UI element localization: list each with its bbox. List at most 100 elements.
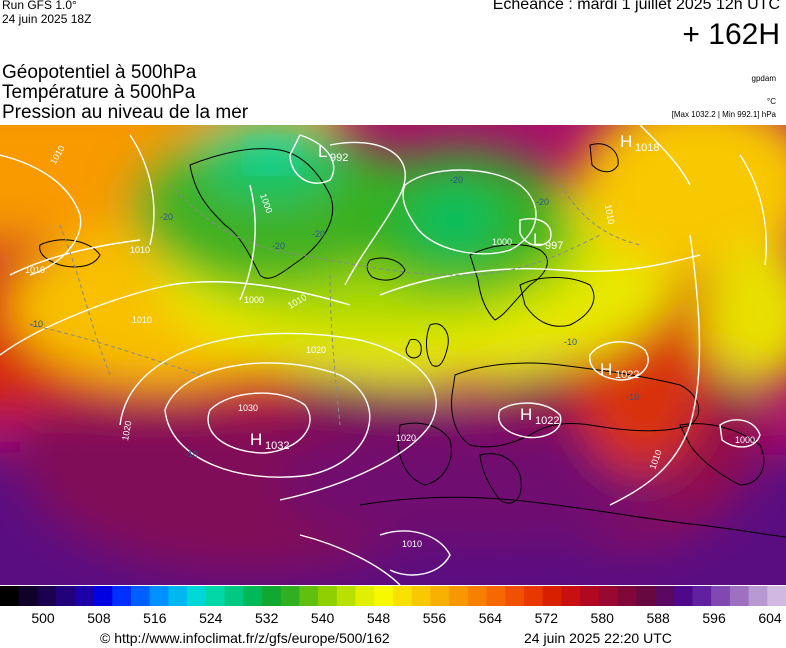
scale-swatch [224, 586, 244, 606]
scale-swatch [355, 586, 375, 606]
scale-swatch [112, 586, 132, 606]
scale-swatch [449, 586, 469, 606]
scale-tick-label: 604 [758, 610, 782, 626]
weather-map: H 1032 H 1022 H 1022 H 1018 L 992 L 997 … [0, 125, 786, 585]
scale-swatch [636, 586, 656, 606]
svg-text:1020: 1020 [120, 420, 133, 441]
scale-swatch [767, 586, 786, 606]
generated-timestamp: 24 juin 2025 22:20 UTC [524, 630, 672, 646]
scale-swatch [56, 586, 76, 606]
svg-text:-10: -10 [626, 392, 639, 402]
scale-tick-label: 532 [255, 610, 279, 626]
scale-swatch [0, 586, 20, 606]
pressure-max-min: [Max 1032.2 | Min 992.1] hPa [671, 110, 776, 119]
scale-swatch [393, 586, 413, 606]
low-pressure-center: L [318, 142, 327, 161]
scale-swatch [336, 586, 357, 606]
high-pressure-center: H [250, 430, 262, 449]
scale-swatch [467, 586, 488, 606]
run-label: Run GFS 1.0° [2, 0, 77, 12]
svg-text:-20: -20 [272, 241, 285, 251]
svg-text:-10: -10 [185, 449, 198, 459]
title-temperature: Température à 500hPa [2, 82, 196, 103]
scale-swatch [74, 586, 95, 606]
svg-text:-10: -10 [564, 337, 577, 347]
scale-swatch [692, 586, 712, 606]
scale-swatch [486, 586, 506, 606]
high-pressure-value: 1022 [535, 415, 559, 427]
low-pressure-value: 992 [330, 152, 348, 164]
scale-swatch [411, 586, 432, 606]
geopotential-field [0, 125, 786, 585]
svg-text:1010: 1010 [132, 315, 152, 325]
title-geopotential: Géopotentiel à 500hPa [2, 62, 197, 83]
copyright-url[interactable]: © http://www.infoclimat.fr/z/gfs/europe/… [100, 630, 390, 646]
svg-text:1000: 1000 [492, 237, 512, 247]
high-pressure-center: H [620, 132, 632, 151]
scale-swatch [187, 586, 207, 606]
scale-swatch [561, 586, 581, 606]
scale-tick-label: 596 [702, 610, 726, 626]
scale-swatch [374, 586, 394, 606]
scale-swatch [524, 586, 544, 606]
unit-geopotential: gpdam [751, 74, 776, 83]
scale-tick-label: 580 [590, 610, 614, 626]
svg-text:1010: 1010 [402, 539, 422, 549]
high-pressure-value: 1032 [265, 440, 289, 452]
scale-swatch [318, 586, 338, 606]
pressure-centers: H 1032 H 1022 H 1022 H 1018 L 992 L 997 [250, 132, 659, 452]
scale-swatch [299, 586, 319, 606]
svg-text:1020: 1020 [306, 345, 326, 355]
svg-text:1010: 1010 [603, 204, 616, 225]
isotherms [29, 184, 641, 426]
scale-tick-label: 524 [199, 610, 223, 626]
svg-text:-10: -10 [30, 319, 43, 329]
scale-swatch [617, 586, 637, 606]
scale-swatch [729, 586, 750, 606]
forecast-lead-time: + 162H [682, 18, 780, 51]
svg-text:1000: 1000 [244, 295, 264, 305]
scale-tick-label: 556 [422, 610, 447, 626]
scale-swatch [243, 586, 263, 606]
svg-text:1010: 1010 [25, 265, 45, 275]
scale-swatch [262, 586, 282, 606]
scale-swatch [655, 586, 675, 606]
scale-swatch [598, 586, 619, 606]
svg-text:-20: -20 [536, 197, 549, 207]
scale-tick-label: 564 [478, 610, 503, 626]
scale-swatch [168, 586, 188, 606]
scale-swatch [430, 586, 450, 606]
color-scale-labels: 500 508 516 524 532 540 548 556 564 572 580 588 596 6… [0, 610, 786, 626]
scale-tick-label: 588 [646, 610, 670, 626]
scale-swatch [205, 586, 226, 606]
scale-swatch [149, 586, 170, 606]
scale-swatch [37, 586, 57, 606]
scale-swatch [748, 586, 768, 606]
scale-swatch [93, 586, 113, 606]
svg-text:-20: -20 [160, 212, 173, 222]
scale-swatch [18, 586, 39, 606]
coastlines [39, 143, 786, 538]
svg-text:-20: -20 [450, 175, 463, 185]
isobars [0, 125, 767, 585]
svg-text:1000: 1000 [735, 435, 755, 445]
svg-text:1030: 1030 [238, 403, 258, 413]
scale-swatch [673, 586, 694, 606]
scale-swatch [131, 586, 151, 606]
scale-swatch [280, 586, 301, 606]
scale-tick-label: 516 [143, 610, 167, 626]
forecast-valid-time: Echéance : mardi 1 juillet 2025 12h UTC [492, 0, 780, 13]
run-date: 24 juin 2025 18Z [2, 12, 92, 26]
low-pressure-center: L [533, 230, 542, 249]
temperature-labels: -20 -20 -20 -20 -20 -10 -10 -10 -10 [30, 175, 639, 459]
unit-temperature: °C [767, 97, 776, 106]
svg-text:1020: 1020 [396, 433, 416, 443]
scale-swatch [711, 586, 731, 606]
scale-swatch [542, 586, 563, 606]
scale-tick-label: 548 [366, 610, 391, 626]
low-pressure-value: 997 [545, 240, 563, 252]
scale-swatch [505, 586, 525, 606]
scale-tick-label: 508 [87, 610, 111, 626]
high-pressure-value: 1022 [615, 369, 639, 381]
scale-tick-label: 500 [31, 610, 55, 626]
